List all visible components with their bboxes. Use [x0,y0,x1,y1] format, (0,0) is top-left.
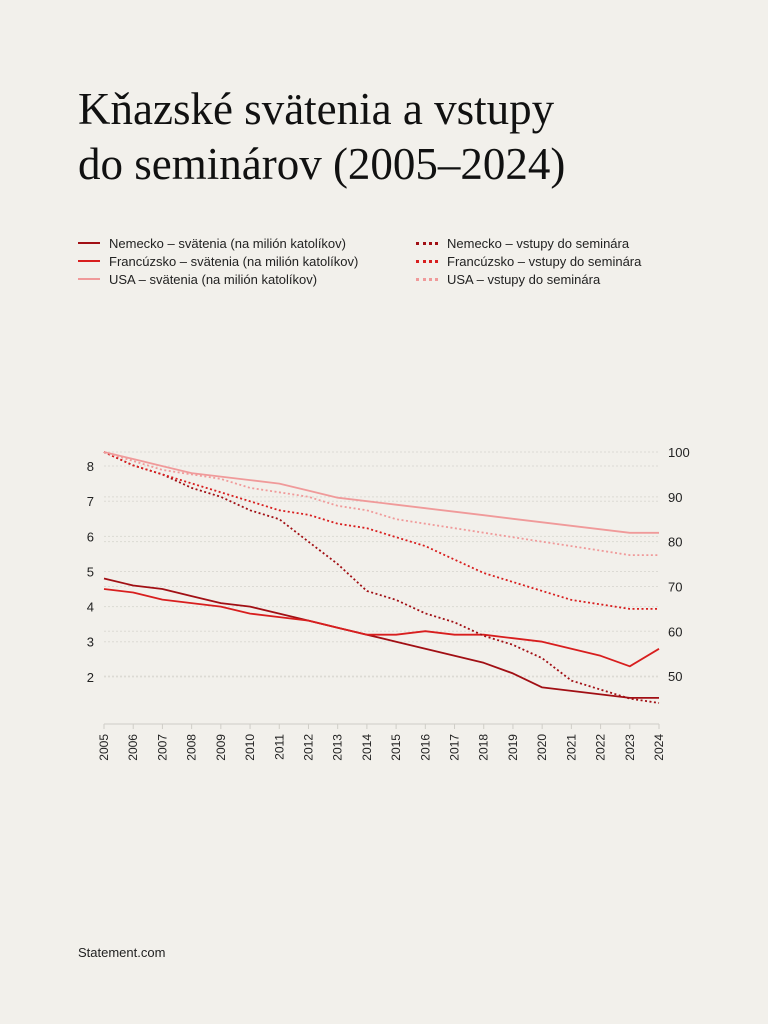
x-axis-tick-label: 2017 [448,734,462,761]
left-axis-tick-label: 4 [87,600,94,615]
legend-item-france-ordinations: Francúzsko – svätenia (na milión katolík… [78,252,358,270]
x-axis-tick-label: 2020 [535,734,549,761]
right-axis-tick-label: 60 [668,624,682,639]
x-axis-tick-label: 2024 [652,734,666,761]
x-axis-tick-label: 2019 [506,734,520,761]
left-axis-tick-label: 2 [87,670,94,685]
legend-left: Nemecko – svätenia (na milión katolíkov)… [78,234,358,288]
legend-item-france-seminary: Francúzsko – vstupy do seminára [416,252,641,270]
series-line [103,451,660,704]
legend-swatch [78,260,100,262]
x-axis-tick-label: 2014 [360,734,374,761]
x-axis-tick-label: 2015 [389,734,403,761]
legend-swatch [78,278,100,280]
legend-item-germany-ordinations: Nemecko – svätenia (na milión katolíkov) [78,234,358,252]
legend-swatch [78,242,100,244]
x-axis-tick-label: 2018 [477,734,491,761]
line-chart: 50 60 70 80 90 100 2 3 4 5 6 7 8 2005 2006 2007 2008 2009… [87,445,690,761]
right-axis-tick-label: 90 [668,490,682,505]
title-line-1: Kňazské svätenia a vstupy [78,84,555,134]
title-line-2: do seminárov (2005–2024) [78,139,566,189]
x-axis-tick-label: 2023 [623,734,637,761]
legend-label: Nemecko – vstupy do seminára [447,235,630,251]
series-line [103,577,659,699]
series-line [103,451,659,556]
legend-label: USA – vstupy do seminára [447,271,601,287]
x-axis-tick-label: 2013 [331,734,345,761]
series-line [103,451,659,534]
legend-label: USA – svätenia (na milión katolíkov) [109,271,318,287]
right-axis-tick-label: 100 [668,445,690,460]
gridlines [104,451,659,678]
x-axis-tick-label: 2007 [155,734,169,761]
x-axis-tick-label: 2006 [126,734,140,761]
legend-swatch [416,277,438,281]
right-axis-tick-label: 80 [668,535,682,550]
x-axis-tick-label: 2021 [564,734,578,761]
legend-label: Francúzsko – svätenia (na milión katolík… [109,253,359,269]
series-lines [103,451,660,704]
legend-swatch [416,259,438,263]
left-axis-tick-label: 6 [87,529,94,544]
x-axis-tick-label: 2022 [594,734,608,761]
x-axis-tick-label: 2012 [301,734,315,761]
source-footer: Statement.com [78,945,166,960]
right-axis-tick-label: 50 [668,669,682,684]
left-axis-tick-label: 3 [87,635,94,650]
legend-item-usa-seminary: USA – vstupy do seminára [416,270,641,288]
legend-label: Nemecko – svätenia (na milión katolíkov) [109,235,346,251]
legend-right: Nemecko – vstupy do seminára Francúzsko … [416,234,641,288]
axes: 50 60 70 80 90 100 2 3 4 5 6 7 8 2005 2006 2007 2008 2009… [87,445,690,761]
x-axis-tick-label: 2008 [185,734,199,761]
x-axis-tick-label: 2011 [272,734,286,760]
series-line [103,588,660,668]
legend-swatch [416,241,438,245]
left-axis-tick-label: 5 [87,564,94,579]
legend-item-usa-ordinations: USA – svätenia (na milión katolíkov) [78,270,358,288]
legend-label: Francúzsko – vstupy do seminára [447,253,642,269]
chart-title: Kňazské svätenia a vstupy do seminárov (… [78,82,718,192]
legend-item-germany-seminary: Nemecko – vstupy do seminára [416,234,641,252]
series-line [103,451,659,610]
x-axis-tick-label: 2005 [97,734,111,761]
x-axis-tick-label: 2010 [243,734,257,761]
left-axis-tick-label: 7 [87,494,94,509]
x-axis-tick-label: 2009 [214,734,228,761]
right-axis-tick-label: 70 [668,579,682,594]
left-axis-tick-label: 8 [87,459,94,474]
x-axis-tick-label: 2016 [418,734,432,761]
